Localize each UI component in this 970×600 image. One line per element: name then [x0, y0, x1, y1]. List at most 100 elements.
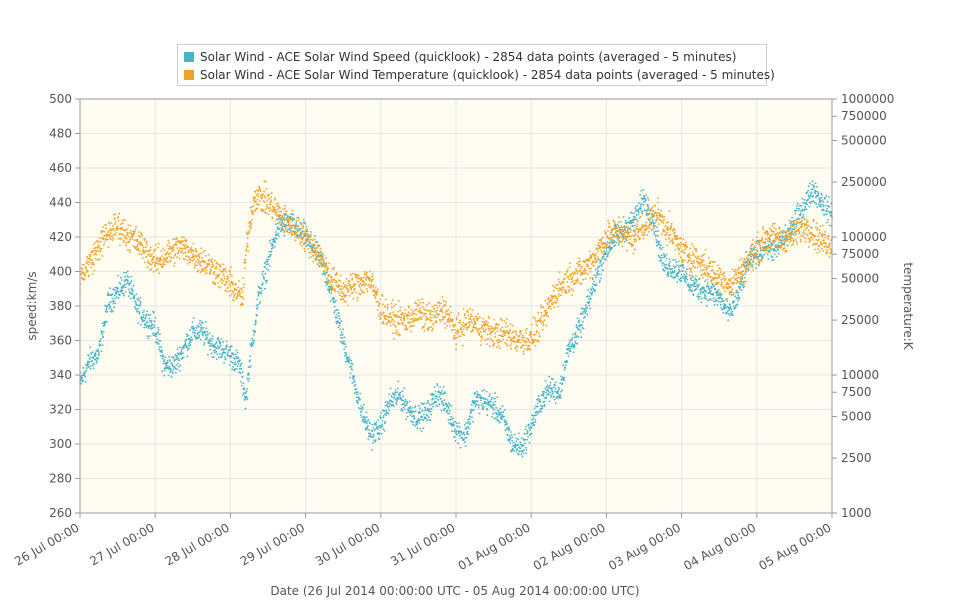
speed-point [438, 391, 441, 394]
temperature-point [141, 257, 144, 259]
speed-point [336, 316, 339, 319]
speed-point [208, 340, 211, 342]
speed-point [341, 334, 344, 336]
temperature-point [503, 320, 506, 322]
temperature-point [330, 283, 333, 286]
speed-point [685, 281, 687, 284]
temperature-point [364, 270, 366, 273]
temperature-point [379, 298, 381, 301]
speed-point [801, 198, 804, 200]
speed-point [429, 419, 432, 422]
speed-point [499, 407, 502, 410]
speed-point [270, 253, 272, 256]
temperature-point [292, 229, 294, 232]
speed-point [108, 307, 111, 310]
temperature-point [577, 260, 580, 263]
temperature-point [521, 336, 524, 339]
speed-point [192, 325, 195, 328]
speed-point [500, 411, 503, 413]
speed-point [508, 426, 510, 429]
speed-point [400, 409, 403, 412]
speed-point [587, 295, 589, 298]
speed-point [378, 424, 381, 427]
speed-point [634, 216, 636, 219]
temperature-point [427, 310, 429, 313]
temperature-point [359, 286, 361, 288]
speed-point [176, 358, 178, 361]
temperature-point [464, 313, 466, 315]
temperature-point [119, 244, 121, 247]
temperature-point [127, 235, 130, 238]
speed-point [519, 441, 522, 444]
speed-point [385, 409, 387, 412]
temperature-point [374, 286, 377, 289]
speed-point [217, 345, 219, 348]
temperature-point [103, 230, 106, 233]
speed-point [665, 263, 668, 266]
speed-point [163, 360, 166, 363]
speed-point [566, 361, 569, 363]
speed-point [123, 271, 125, 274]
speed-point [488, 393, 491, 395]
temperature-point [137, 247, 139, 250]
speed-point [166, 360, 169, 362]
speed-point [343, 340, 345, 343]
speed-point [509, 441, 512, 444]
speed-point [268, 250, 271, 253]
speed-point [99, 344, 102, 346]
speed-point [563, 379, 565, 382]
speed-point [357, 396, 360, 398]
temperature-point [332, 278, 335, 281]
speed-point [345, 353, 348, 356]
temperature-point [256, 198, 259, 201]
temperature-point [183, 236, 185, 239]
speed-point [433, 386, 436, 389]
speed-point [340, 331, 343, 333]
temperature-point [542, 323, 545, 326]
temperature-point [475, 327, 478, 330]
temperature-point [393, 337, 395, 340]
speed-point [601, 257, 604, 260]
temperature-point [154, 244, 157, 247]
speed-point [459, 426, 461, 428]
speed-point [467, 426, 470, 428]
speed-point [589, 298, 592, 300]
speed-point [370, 433, 372, 435]
temperature-point [255, 203, 258, 205]
temperature-point [302, 218, 305, 221]
speed-point [341, 336, 344, 339]
speed-point [174, 371, 177, 374]
speed-point [465, 436, 468, 439]
temperature-point [488, 325, 491, 327]
temperature-point [144, 249, 147, 252]
speed-point [437, 399, 440, 401]
temperature-point [237, 286, 240, 289]
temperature-point [400, 319, 403, 321]
speed-point [654, 235, 657, 238]
temperature-point [567, 277, 570, 280]
temperature-point [190, 250, 193, 253]
temperature-point [408, 314, 411, 317]
speed-point [117, 287, 119, 290]
speed-point [289, 215, 292, 218]
speed-point [750, 258, 753, 261]
temperature-point [397, 300, 400, 302]
speed-point [492, 412, 495, 415]
speed-point [111, 300, 113, 303]
speed-point [273, 246, 276, 248]
speed-point [109, 301, 112, 304]
speed-point [455, 422, 458, 425]
speed-point [597, 273, 600, 276]
speed-point [579, 328, 582, 331]
speed-point [485, 403, 488, 405]
speed-point [536, 402, 539, 405]
speed-point [608, 249, 611, 252]
temperature-point [91, 259, 93, 261]
speed-point [394, 393, 397, 396]
temperature-point [565, 289, 567, 292]
temperature-point [113, 229, 116, 232]
speed-point [797, 209, 800, 212]
temperature-point [364, 284, 366, 287]
speed-point [567, 349, 570, 351]
speed-point [550, 396, 553, 398]
